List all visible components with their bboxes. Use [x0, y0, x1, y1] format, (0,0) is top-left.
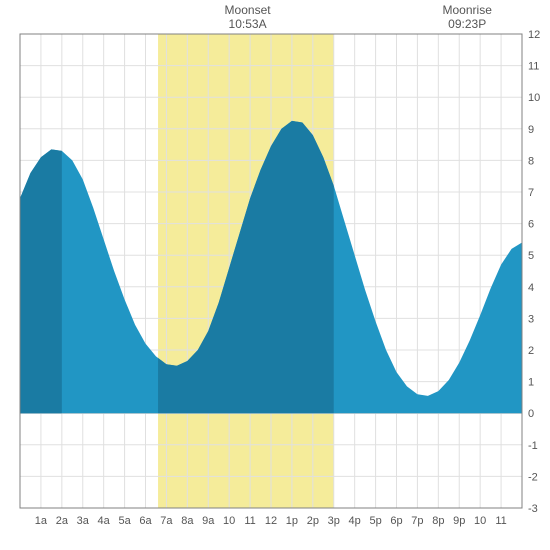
y-tick-label: 9 — [528, 124, 534, 136]
x-tick-label: 11 — [244, 515, 255, 527]
x-tick-label: 5a — [118, 515, 131, 527]
moonrise-time: 09:23P — [448, 17, 486, 31]
y-tick-label: 6 — [528, 219, 534, 231]
chart-svg: 1a2a3a4a5a6a7a8a9a1011121p2p3p4p5p6p7p8p… — [0, 0, 550, 550]
x-tick-label: 1a — [35, 515, 48, 527]
y-tick-label: 7 — [528, 187, 534, 199]
x-tick-label: 9p — [453, 515, 465, 527]
y-tick-label: -2 — [528, 471, 538, 483]
y-tick-label: -1 — [528, 440, 538, 452]
moonset-title: Moonset — [225, 3, 272, 17]
x-tick-label: 6p — [390, 515, 402, 527]
moonset-time: 10:53A — [229, 17, 267, 31]
x-tick-label: 1p — [286, 515, 298, 527]
x-tick-label: 10 — [474, 515, 486, 527]
y-tick-label: 11 — [528, 61, 539, 73]
moonrise-label: Moonrise09:23P — [443, 3, 493, 31]
x-tick-label: 3p — [328, 515, 340, 527]
moonrise-title: Moonrise — [443, 3, 493, 17]
y-tick-label: 1 — [528, 377, 534, 389]
y-tick-label: 0 — [528, 408, 534, 420]
x-tick-label: 12 — [265, 515, 277, 527]
x-tick-label: 7p — [411, 515, 423, 527]
x-tick-label: 8p — [432, 515, 444, 527]
y-tick-label: 8 — [528, 155, 534, 167]
y-tick-label: 4 — [528, 282, 534, 294]
x-tick-label: 4p — [349, 515, 361, 527]
y-tick-label: 2 — [528, 345, 534, 357]
x-tick-label: 5p — [369, 515, 381, 527]
x-tick-label: 4a — [98, 515, 111, 527]
x-tick-label: 8a — [181, 515, 194, 527]
x-tick-label: 2a — [56, 515, 69, 527]
x-tick-label: 3a — [77, 515, 90, 527]
moonset-label: Moonset10:53A — [225, 3, 272, 31]
tide-chart: 1a2a3a4a5a6a7a8a9a1011121p2p3p4p5p6p7p8p… — [0, 0, 550, 550]
x-tick-label: 2p — [307, 515, 319, 527]
y-tick-label: -3 — [528, 503, 538, 515]
x-tick-label: 11 — [495, 515, 506, 527]
x-tick-label: 6a — [139, 515, 152, 527]
x-axis-labels: 1a 2a 3a 4a 5a 6a 7a 8a 9a 10 11 12 1p 2p 3p 4p 5p 6p 7p 8p… — [35, 515, 507, 527]
y-tick-label: 10 — [528, 92, 540, 104]
x-tick-label: 10 — [223, 515, 235, 527]
x-tick-label: 7a — [160, 515, 173, 527]
y-tick-label: 12 — [528, 29, 540, 41]
y-tick-label: 5 — [528, 250, 534, 262]
x-tick-label: 9a — [202, 515, 215, 527]
y-tick-label: 3 — [528, 313, 534, 325]
